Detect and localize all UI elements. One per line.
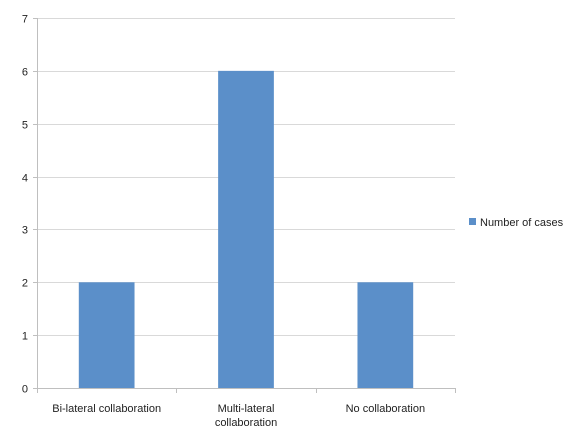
y-tick-label: 5 [22, 120, 28, 132]
axes [33, 18, 456, 393]
bar [78, 282, 135, 388]
y-tick-label: 4 [22, 173, 28, 185]
legend: Number of cases [469, 217, 564, 229]
legend-swatch [469, 218, 476, 225]
legend-label: Number of cases [480, 217, 564, 229]
x-category-label: Bi-lateral collaboration [52, 403, 161, 415]
bars [78, 70, 414, 388]
y-tick-labels: 0 1 2 3 4 5 6 7 [22, 14, 28, 396]
x-category-label: No collaboration [346, 403, 426, 415]
y-tick-label: 1 [22, 331, 28, 343]
y-tick-label: 3 [22, 225, 28, 237]
y-tick-label: 7 [22, 14, 28, 26]
x-tick-labels: Bi-lateral collaboration Multi-lateral col… [52, 403, 425, 429]
bar [357, 282, 414, 388]
y-tick-label: 2 [22, 278, 28, 290]
y-tick-label: 6 [22, 67, 28, 79]
x-category-label: Multi-lateral [218, 403, 275, 415]
y-tick-label: 0 [22, 384, 28, 396]
bar [218, 70, 274, 388]
x-category-label: collaboration [215, 417, 277, 429]
